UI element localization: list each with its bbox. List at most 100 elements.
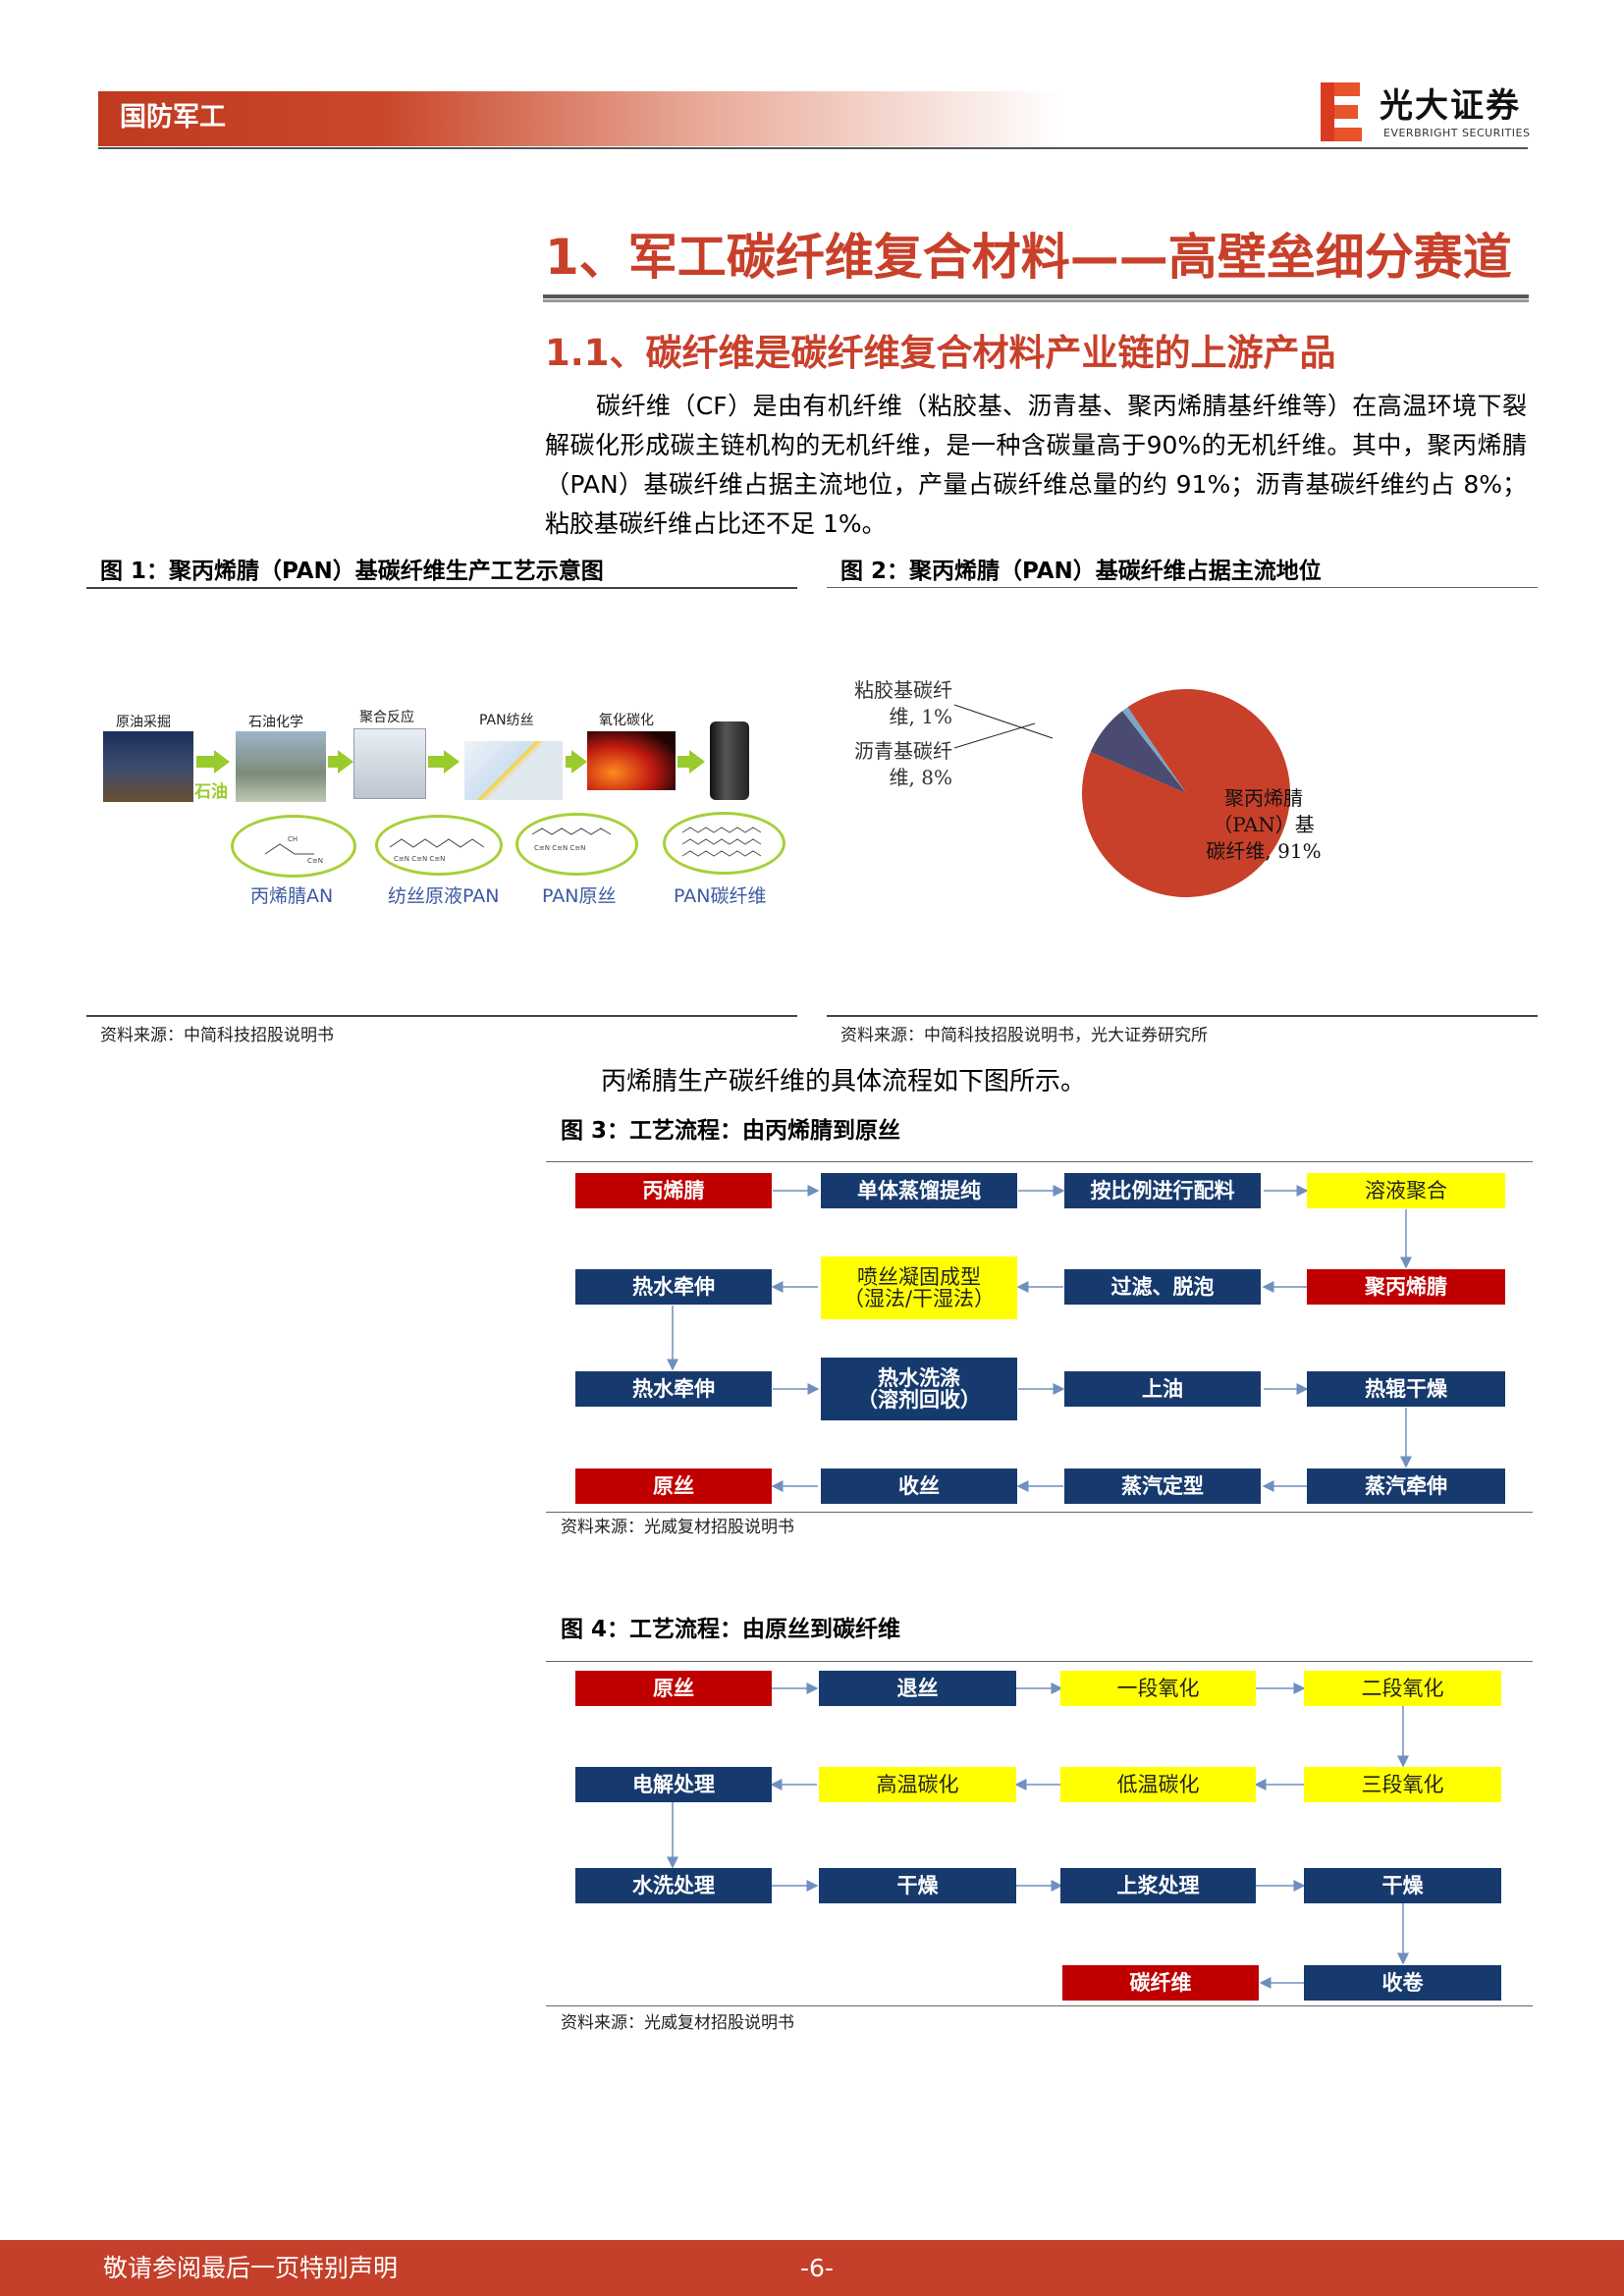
flow-step: 热辊干燥	[1307, 1371, 1505, 1407]
arrow-icon	[689, 750, 705, 774]
arrow-icon	[196, 756, 216, 768]
flow-step: 一段氧化	[1060, 1671, 1256, 1706]
pie-label: 聚丙烯腈	[1224, 786, 1303, 810]
brand-name-en: EVERBRIGHT SECURITIES	[1383, 127, 1531, 139]
figure3-bottom-rule	[546, 1512, 1533, 1513]
pie-slice	[1122, 707, 1186, 793]
body-paragraph: 碳纤维（CF）是由有机纤维（粘胶基、沥青基、聚丙烯腈基纤维等）在高温环境下裂解碳…	[545, 392, 1527, 538]
flow-step: 热水牵伸	[575, 1269, 772, 1305]
header-banner	[98, 91, 1060, 146]
flow-step: 热水洗涤 （溶剂回收）	[821, 1358, 1017, 1420]
flow-step: 电解处理	[575, 1767, 772, 1802]
section-title-rule	[543, 294, 1529, 302]
page-number: -6-	[800, 2254, 834, 2282]
flow-step: 退丝	[819, 1671, 1016, 1706]
svg-text:C≡N C≡N C≡N: C≡N C≡N C≡N	[534, 844, 585, 852]
carbonization-image	[587, 731, 676, 790]
figure2-source: 资料来源：中简科技招股说明书，光大证券研究所	[840, 1026, 1208, 1045]
flow-step: 干燥	[1304, 1868, 1501, 1903]
arrow-icon	[566, 756, 571, 768]
stage-label: PAN纺丝	[479, 713, 534, 728]
sector-label: 国防军工	[120, 102, 226, 133]
flow-step: 二段氧化	[1304, 1671, 1501, 1706]
brand-name: 光大证券	[1380, 86, 1521, 126]
stage-label: 氧化碳化	[599, 713, 654, 728]
pie-slice	[1090, 711, 1186, 793]
flow-step-line: 喷丝凝固成型	[857, 1265, 981, 1289]
footer-bar	[0, 2240, 1624, 2296]
figure1-bottom-rule	[86, 1015, 797, 1017]
arrow-icon	[214, 750, 230, 774]
figure1-source: 资料来源：中简科技招股说明书	[100, 1026, 334, 1045]
section-title: 1、军工碳纤维复合材料——高壁垒细分赛道	[545, 229, 1512, 286]
flow-step-line: （溶剂回收）	[857, 1388, 981, 1412]
figure1-top-rule	[86, 587, 797, 589]
flow-step: 干燥	[819, 1868, 1016, 1903]
flow-step: 收卷	[1304, 1965, 1501, 2001]
pie-leader-line	[953, 722, 1036, 749]
flow-step: 上浆处理	[1060, 1868, 1256, 1903]
pie-label: （PAN）基	[1213, 813, 1315, 836]
flow-step: 丙烯腈	[575, 1173, 772, 1208]
product-label: PAN原丝	[542, 885, 617, 907]
stage-label: 石油化学	[248, 715, 303, 730]
arrow-icon	[428, 756, 446, 768]
figure4-connectors	[667, 1682, 1409, 1989]
oil-label: 石油	[194, 782, 228, 802]
figure1-diagram: 原油采掘 石油化学 聚合反应 PAN纺丝 氧化碳化 石油 CH C≡N C≡N C…	[88, 687, 795, 923]
figure3-title: 图 3：工艺流程：由丙烯腈到原丝	[561, 1118, 901, 1144]
flow-step: 低温碳化	[1060, 1767, 1256, 1802]
flow-step: 水洗处理	[575, 1868, 772, 1903]
stage-label: 原油采掘	[116, 715, 171, 730]
flow-step: 高温碳化	[819, 1767, 1016, 1802]
pie-leader-line	[953, 704, 1054, 739]
arrow-icon	[338, 750, 353, 774]
figure3-source: 资料来源：光威复材招股说明书	[561, 1518, 794, 1537]
flow-step: 三段氧化	[1304, 1767, 1501, 1802]
footer-disclaimer: 敬请参阅最后一页特别声明	[103, 2254, 399, 2282]
figure4-top-rule	[546, 1661, 1533, 1662]
flow-step: 单体蒸馏提纯	[821, 1173, 1017, 1208]
arrow-icon	[328, 756, 340, 768]
molecule-bubble	[231, 815, 356, 878]
figure4-source: 资料来源：光威复材招股说明书	[561, 2013, 794, 2033]
svg-text:C≡N: C≡N	[307, 857, 323, 865]
flow-step: 收丝	[821, 1468, 1017, 1504]
figure2-top-rule	[827, 587, 1538, 588]
product-label: PAN碳纤维	[674, 885, 767, 907]
svg-text:CH: CH	[288, 835, 298, 843]
molecule-bubble	[515, 813, 638, 876]
arrow-icon	[571, 750, 587, 774]
product-label: 纺丝原液PAN	[388, 885, 500, 907]
flow-intro-sentence: 丙烯腈生产碳纤维的具体流程如下图所示。	[601, 1067, 1087, 1096]
pan-precursor-molecule-icon: C≡N C≡N C≡N	[531, 828, 612, 852]
arrow-icon	[444, 750, 460, 774]
flow-step: 原丝	[575, 1468, 772, 1504]
reactor-image	[353, 728, 426, 799]
flow-step: 蒸汽牵伸	[1307, 1468, 1505, 1504]
pie-label: 维, 8%	[890, 766, 952, 789]
flow-step: 溶液聚合	[1307, 1173, 1505, 1208]
pie-label: 沥青基碳纤	[854, 739, 952, 763]
acrylonitrile-molecule-icon: CH C≡N	[264, 835, 323, 865]
refinery-image	[236, 731, 326, 802]
flow-step: 蒸汽定型	[1064, 1468, 1261, 1504]
stage-label: 聚合反应	[359, 710, 414, 725]
spinning-image	[464, 741, 563, 800]
pan-solution-molecule-icon: C≡N C≡N C≡N	[389, 838, 485, 863]
figure3-connectors	[667, 1185, 1412, 1492]
figure3-top-rule	[546, 1161, 1533, 1162]
flow-step: 原丝	[575, 1671, 772, 1706]
flow-step: 聚丙烯腈	[1307, 1269, 1505, 1305]
figure2-title: 图 2：聚丙烯腈（PAN）基碳纤维占据主流地位	[840, 559, 1322, 584]
product-label: 丙烯腈AN	[250, 885, 334, 907]
graphite-lattice-icon	[681, 827, 762, 857]
pie-chart: 聚丙烯腈 （PAN）基碳纤维, 91% 沥青基碳纤维, 8% 粘胶基碳纤维, 1%	[854, 678, 1322, 897]
figure4-title: 图 4：工艺流程：由原丝到碳纤维	[561, 1617, 901, 1642]
flow-step-line: （湿法/干湿法）	[842, 1287, 996, 1310]
brand-logo-icon	[1321, 82, 1362, 141]
figure1-title: 图 1：聚丙烯腈（PAN）基碳纤维生产工艺示意图	[100, 559, 604, 584]
carbon-fiber-roll-image	[710, 721, 749, 800]
pie-label: 粘胶基碳纤	[854, 678, 952, 702]
header-rule	[98, 147, 1528, 149]
